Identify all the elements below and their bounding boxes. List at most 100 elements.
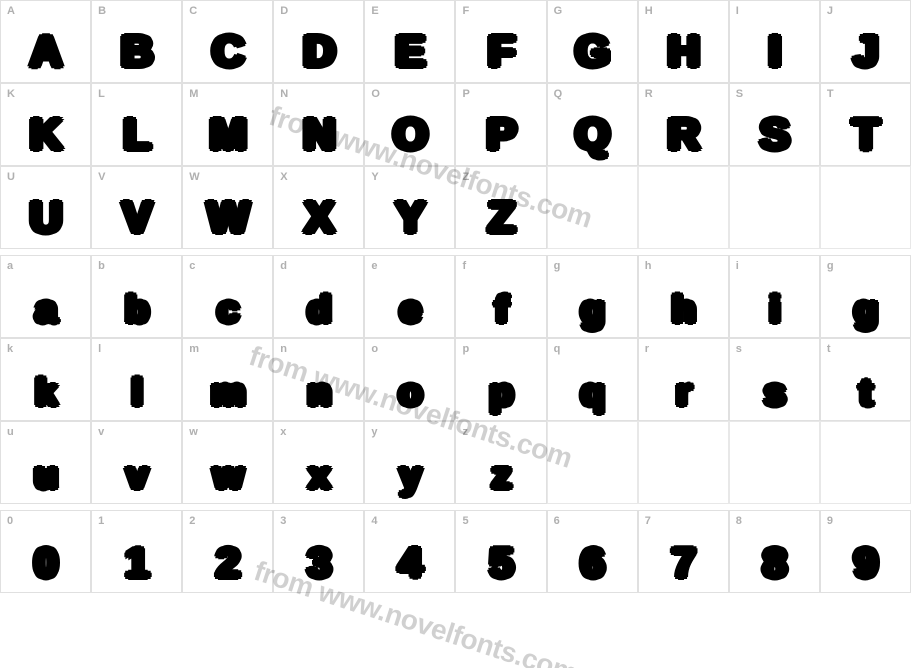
glyph-cell[interactable]: vv xyxy=(91,421,182,504)
glyph-cell[interactable]: KK xyxy=(0,83,91,166)
glyph-label: 7 xyxy=(645,515,651,527)
glyph-cell[interactable]: xx xyxy=(273,421,364,504)
glyph-cell[interactable]: ee xyxy=(364,255,455,338)
glyph-cell[interactable]: rr xyxy=(638,338,729,421)
glyph-cell[interactable]: kk xyxy=(0,338,91,421)
glyph-label: L xyxy=(98,88,105,100)
glyph-wrap: B xyxy=(97,24,177,74)
glyph-wrap: 6 xyxy=(552,534,632,584)
glyph-cell[interactable]: TT xyxy=(820,83,911,166)
glyph-wrap: 0 xyxy=(6,534,86,584)
glyph-label: e xyxy=(371,260,377,272)
glyph-wrap: 4 xyxy=(370,534,450,584)
glyph-wrap: U xyxy=(6,190,86,240)
glyph-wrap: g xyxy=(552,279,632,329)
glyph-wrap: e xyxy=(370,279,450,329)
glyph-cell[interactable]: gg xyxy=(547,255,638,338)
glyph-cell[interactable]: 22 xyxy=(182,510,273,593)
glyph-wrap: a xyxy=(6,279,86,329)
glyph-cell[interactable]: FF xyxy=(455,0,546,83)
glyph-wrap: y xyxy=(370,445,450,495)
glyph-cell xyxy=(638,421,729,504)
glyph: D xyxy=(303,30,334,74)
glyph-cell[interactable]: PP xyxy=(455,83,546,166)
glyph: G xyxy=(576,30,609,74)
glyph-cell[interactable]: aa xyxy=(0,255,91,338)
glyph-cell[interactable]: 88 xyxy=(729,510,820,593)
glyph-label: v xyxy=(98,426,104,438)
glyph-cell[interactable]: UU xyxy=(0,166,91,249)
glyph-label: X xyxy=(280,171,287,183)
glyph-cell[interactable]: SS xyxy=(729,83,820,166)
glyph-cell[interactable]: JJ xyxy=(820,0,911,83)
glyph-cell[interactable]: 55 xyxy=(455,510,546,593)
glyph-label: s xyxy=(736,343,742,355)
glyph-cell[interactable]: ii xyxy=(729,255,820,338)
glyph-cell[interactable]: 77 xyxy=(638,510,729,593)
glyph-label: u xyxy=(7,426,14,438)
glyph-cell[interactable]: 44 xyxy=(364,510,455,593)
glyph-label: O xyxy=(371,88,380,100)
glyph-cell[interactable]: DD xyxy=(273,0,364,83)
glyph: u xyxy=(34,457,56,495)
glyph-cell[interactable]: oo xyxy=(364,338,455,421)
glyph-cell[interactable]: 33 xyxy=(273,510,364,593)
glyph-cell[interactable]: EE xyxy=(364,0,455,83)
glyph-wrap: I xyxy=(734,24,814,74)
glyph-cell[interactable]: WW xyxy=(182,166,273,249)
glyph-cell[interactable]: MM xyxy=(182,83,273,166)
font-character-map: AABBCCDDEEFFGGHHIIJJ KKLLMMNNOOPPQQRRSSTT… xyxy=(0,0,911,593)
glyph-cell[interactable]: YY xyxy=(364,166,455,249)
glyph-label: m xyxy=(189,343,199,355)
glyph-wrap: E xyxy=(370,24,450,74)
glyph-cell[interactable]: ZZ xyxy=(455,166,546,249)
glyph-cell[interactable]: 00 xyxy=(0,510,91,593)
glyph-cell xyxy=(638,166,729,249)
glyph-cell[interactable]: ss xyxy=(729,338,820,421)
glyph: s xyxy=(764,374,784,412)
glyph-cell[interactable]: qq xyxy=(547,338,638,421)
glyph-cell[interactable]: LL xyxy=(91,83,182,166)
glyph-wrap: G xyxy=(552,24,632,74)
glyph-cell[interactable]: CC xyxy=(182,0,273,83)
glyph-wrap: 9 xyxy=(825,534,905,584)
glyph-cell[interactable]: nn xyxy=(273,338,364,421)
glyph-cell[interactable]: NN xyxy=(273,83,364,166)
glyph-cell[interactable]: GG xyxy=(547,0,638,83)
glyph-cell[interactable]: BB xyxy=(91,0,182,83)
glyph-label: 2 xyxy=(189,515,195,527)
glyph-cell[interactable]: mm xyxy=(182,338,273,421)
glyph-cell[interactable]: XX xyxy=(273,166,364,249)
glyph-cell[interactable]: ff xyxy=(455,255,546,338)
glyph-cell[interactable]: zz xyxy=(455,421,546,504)
glyph-wrap: d xyxy=(279,279,359,329)
glyph-cell[interactable]: cc xyxy=(182,255,273,338)
glyph-cell[interactable]: yy xyxy=(364,421,455,504)
glyph-cell[interactable]: VV xyxy=(91,166,182,249)
glyph: Q xyxy=(576,113,609,157)
glyph-cell[interactable]: ll xyxy=(91,338,182,421)
glyph-cell[interactable]: AA xyxy=(0,0,91,83)
glyph-cell[interactable]: 11 xyxy=(91,510,182,593)
glyph-cell[interactable]: hh xyxy=(638,255,729,338)
glyph-cell[interactable]: pp xyxy=(455,338,546,421)
glyph-wrap: t xyxy=(825,362,905,412)
glyph-cell[interactable]: 66 xyxy=(547,510,638,593)
glyph-cell[interactable]: bb xyxy=(91,255,182,338)
glyph-cell[interactable]: uu xyxy=(0,421,91,504)
glyph-cell xyxy=(820,166,911,249)
glyph: 3 xyxy=(308,542,330,584)
glyph-cell[interactable]: HH xyxy=(638,0,729,83)
glyph-wrap: J xyxy=(825,24,905,74)
glyph-label: t xyxy=(827,343,831,355)
glyph-cell[interactable]: dd xyxy=(273,255,364,338)
glyph-cell[interactable]: RR xyxy=(638,83,729,166)
glyph-cell[interactable]: QQ xyxy=(547,83,638,166)
glyph-cell[interactable]: tt xyxy=(820,338,911,421)
glyph-cell[interactable]: gg xyxy=(820,255,911,338)
glyph-cell[interactable]: II xyxy=(729,0,820,83)
glyph-cell[interactable]: ww xyxy=(182,421,273,504)
glyph-wrap: H xyxy=(643,24,723,74)
glyph-cell[interactable]: OO xyxy=(364,83,455,166)
glyph-cell[interactable]: 99 xyxy=(820,510,911,593)
